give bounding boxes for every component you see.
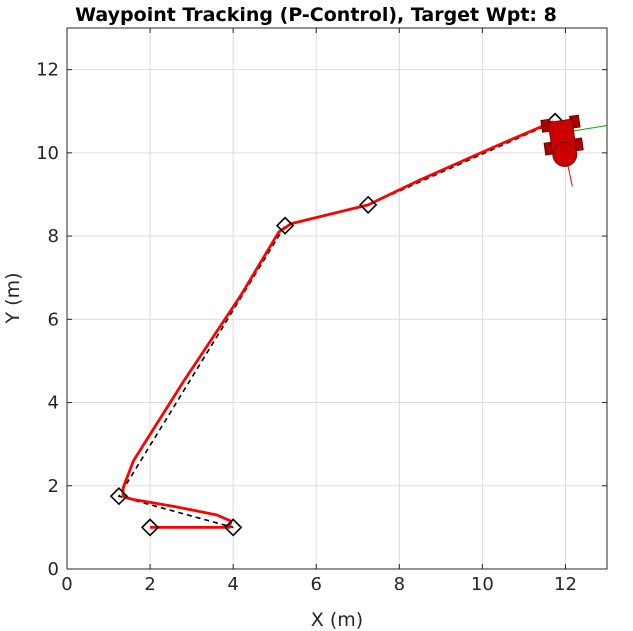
x-tick-label: 12 (554, 574, 577, 595)
y-tick-label: 2 (48, 476, 59, 497)
chart-title: Waypoint Tracking (P-Control), Target Wp… (75, 4, 557, 26)
y-tick-label: 12 (36, 60, 59, 81)
y-tick-label: 0 (48, 559, 59, 580)
y-tick-label: 6 (48, 309, 59, 330)
robot-nose (552, 142, 578, 167)
reference-path-line (117, 120, 556, 529)
robot (540, 114, 607, 187)
y-tick-label: 8 (48, 226, 59, 247)
waypoint-marker (224, 518, 243, 537)
grid (66, 28, 607, 570)
waypoint-marker (275, 216, 295, 235)
x-tick-label: 6 (311, 574, 322, 595)
axes-box (66, 27, 608, 570)
plot-area (109, 112, 607, 537)
waypoint-marker (109, 487, 129, 506)
trajectory-line (121, 120, 554, 529)
x-tick-label: 8 (394, 574, 405, 595)
robot-body (540, 114, 584, 167)
ticks: 0 2 4 6 8 10 12 0 2 4 6 8 10 12 (36, 28, 607, 595)
waypoint-marker (140, 518, 160, 537)
x-tick-label: 2 (144, 574, 155, 595)
series-layer (109, 112, 565, 537)
x-tick-label: 0 (61, 574, 72, 595)
x-tick-label: 10 (471, 574, 494, 595)
waypoint-marker (359, 195, 378, 214)
y-tick-label: 10 (36, 143, 59, 164)
y-tick-label: 4 (48, 393, 59, 414)
x-axis-label: X (m) (311, 609, 363, 631)
x-tick-label: 4 (227, 574, 238, 595)
y-axis-label: Y (m) (2, 273, 24, 325)
